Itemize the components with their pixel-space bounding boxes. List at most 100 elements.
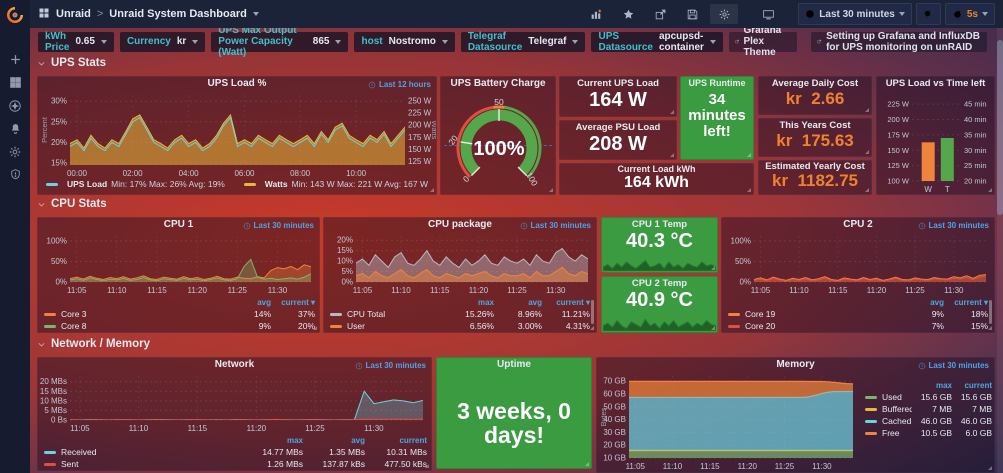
zoom-out-button[interactable]	[915, 3, 941, 25]
panel-time-override: Last 12 hours	[368, 80, 431, 89]
legend-series[interactable]: User 6.56% 3.00% 4.31%	[330, 320, 590, 332]
panel-cpu1-temp[interactable]: CPU 1 Temp 40.3 °C	[601, 217, 718, 273]
svg-text:11:15: 11:15	[828, 286, 848, 295]
legend-series[interactable]: Received 14.77 MBs 1.35 MBs 10.31 MBs	[44, 446, 427, 458]
legend-series[interactable]: Free 10.5 GB 6.0 GB	[865, 427, 992, 439]
row-header-cpu-stats[interactable]: CPU Stats	[37, 198, 107, 210]
save-button[interactable]	[678, 4, 706, 24]
cpu1-temp-sparkline	[602, 258, 717, 272]
panel-cpu2-temp[interactable]: CPU 2 Temp 40.9 °C	[601, 276, 718, 333]
panel-current-ups-load[interactable]: Current UPS Load 164 W	[559, 76, 677, 117]
legend-series[interactable]: Core 3 14% 37%	[44, 308, 315, 320]
memory-chart[interactable]: 10 GB 20 GB 30 GB 40 GB 50 GB 60 GB 70 GB 11:05…	[599, 371, 861, 471]
panel-uptime[interactable]: Uptime 3 weeks, 0 days!	[436, 357, 592, 469]
network-chart[interactable]: 0 Bs 5 MBs 10 MBs 15 MBs 20 MBs 11:05 11:10 11:…	[40, 371, 431, 433]
panel-ups-runtime[interactable]: UPS Runtime 34 minutes left!	[680, 76, 754, 160]
panel-ups-load-vs-time-left[interactable]: UPS Load vs Time left 100 W 125 W 150 W 175…	[876, 76, 995, 195]
cpu1-chart[interactable]: 0% 50% 100% 11:05 11:10 11:15 11:20 11:25 11:30	[40, 231, 319, 295]
legend-series[interactable]: Cached 46.0 GB 46.0 GB	[865, 415, 992, 427]
alerting-bell-icon[interactable]	[0, 117, 30, 140]
row-header-ups-stats[interactable]: UPS Stats	[37, 57, 106, 69]
page-scrollbar-thumb[interactable]	[997, 40, 1003, 215]
svg-text:175 W: 175 W	[887, 130, 910, 139]
explore-compass-icon[interactable]	[0, 94, 30, 117]
add-panel-button[interactable]	[582, 4, 610, 24]
variable-host[interactable]: host Nostromo	[354, 31, 455, 52]
svg-text:30 GB: 30 GB	[603, 428, 626, 437]
variable-currency[interactable]: Currency kr	[119, 31, 206, 52]
grafana-logo-icon[interactable]	[0, 0, 30, 30]
title-caret-icon[interactable]	[252, 12, 259, 16]
panel-this-years-cost[interactable]: This Years Cost kr 175.63	[758, 118, 872, 157]
page-scrollbar-track[interactable]	[997, 28, 1003, 473]
panel-average-daily-cost[interactable]: Average Daily Cost kr 2.66	[758, 76, 872, 115]
panel-cpu1[interactable]: CPU 1 Last 30 minutes 0% 50% 100% 11:05 11:1…	[37, 217, 320, 333]
link-ups-monitoring-guide[interactable]: Setting up Grafana and InfluxDB for UPS …	[811, 31, 987, 53]
panel-ups-battery-charge[interactable]: UPS Battery Charge 50 20 0 100 100%	[440, 76, 556, 195]
svg-text:5%: 5%	[341, 267, 353, 276]
legend-series[interactable]: Sent 1.26 MBs 137.87 kBs 477.50 kBs	[44, 458, 427, 470]
panel-network[interactable]: Network Last 30 minutes 0 Bs 5 MBs 10 MBs 1…	[37, 357, 432, 471]
cpu2-temp-sparkline	[602, 318, 717, 332]
submenu-bar: kWh Price 0.65 Currency kr UPS Max Output …	[30, 25, 1003, 58]
svg-text:02:00: 02:00	[123, 169, 144, 178]
time-range-picker[interactable]: Last 30 minutes	[798, 3, 912, 25]
svg-text:50%: 50%	[735, 257, 751, 266]
legend-series[interactable]: Buffered 7 MB 7 MB	[865, 403, 992, 415]
svg-text:225 W: 225 W	[887, 100, 910, 109]
tv-mode-button[interactable]	[754, 4, 782, 24]
server-admin-shield-icon[interactable]	[0, 163, 30, 186]
panel-average-psu-load[interactable]: Average PSU Load 208 W	[559, 120, 677, 160]
svg-text:Bytes: Bytes	[599, 407, 608, 426]
refresh-picker[interactable]: 5s	[944, 3, 995, 25]
dashboard-grid-icon[interactable]	[38, 7, 50, 22]
link-grafana-plex-theme[interactable]: Grafana Plex Theme	[728, 25, 798, 58]
svg-text:11:30: 11:30	[546, 286, 566, 295]
share-button[interactable]	[646, 4, 674, 24]
svg-text:10%: 10%	[337, 257, 353, 266]
ups-load-chart[interactable]: 15% 20% 25% 30% 125 W 150 W 175 W 200 W 225 W 250…	[40, 90, 439, 178]
legend-series[interactable]: Core 20 7% 15%	[728, 320, 988, 332]
panel-ups-load[interactable]: UPS Load % Last 12 hours 15% 20% 25% 30% 125…	[37, 76, 439, 195]
panel-time-override: Last 30 minutes	[520, 221, 591, 230]
time-range-label: Last 30 minutes	[819, 8, 895, 20]
dashboards-icon[interactable]	[0, 71, 30, 94]
top-navbar: Unraid > Unraid System Dashboard Last 30…	[30, 0, 1003, 28]
page-title[interactable]: Unraid System Dashboard	[109, 8, 247, 20]
breadcrumb-app[interactable]: Unraid	[56, 8, 91, 20]
configuration-gear-icon[interactable]	[0, 140, 30, 163]
legend-series[interactable]: CPU Total 15.26% 8.96% 11.21%	[330, 308, 590, 320]
legend-series[interactable]: Core 8 9% 20%	[44, 320, 315, 332]
svg-text:11:10: 11:10	[391, 286, 411, 295]
cpu2-chart[interactable]: 0% 50% 100% 11:05 11:10 11:15 11:20 11:25 11:30	[724, 231, 994, 295]
panel-current-load-kwh[interactable]: Current Load kWh 164 kWh	[559, 163, 754, 195]
svg-text:200 W: 200 W	[408, 121, 432, 130]
svg-text:15 MBs: 15 MBs	[40, 387, 67, 396]
ups-load-vs-time-bar-chart[interactable]: 100 W 125 W 150 W 175 W 200 W 225 W 20 min 25 m…	[879, 90, 994, 194]
cpu-package-chart[interactable]: 0% 5% 10% 15% 20% 11:05 11:10 11:15 11:20 11:25 11…	[326, 231, 596, 295]
legend-scrollbar[interactable]	[591, 300, 594, 324]
star-button[interactable]	[614, 4, 642, 24]
legend-scrollbar[interactable]	[989, 300, 992, 324]
legend-series[interactable]: Used 15.6 GB 15.6 GB	[865, 391, 992, 403]
variable-kwh-price[interactable]: kWh Price 0.65	[38, 31, 114, 53]
svg-text:60 GB: 60 GB	[603, 389, 626, 398]
variable-ups-datasource[interactable]: UPS Datasource apcupsd-container	[591, 31, 723, 53]
svg-text:11:05: 11:05	[70, 424, 90, 433]
panel-estimated-yearly-cost[interactable]: Estimated Yearly Cost kr 1182.75	[758, 160, 872, 195]
panel-cpu-package[interactable]: CPU package Last 30 minutes 0% 5% 10% 15% 20…	[323, 217, 597, 333]
svg-text:175 W: 175 W	[408, 133, 432, 142]
panel-cpu2[interactable]: CPU 2 Last 30 minutes 0% 50% 100% 11:05 11:1…	[721, 217, 995, 333]
variable-ups-max-output[interactable]: UPS Max Output Power Capacity (Watt) 865	[211, 25, 349, 58]
svg-text:11:30: 11:30	[944, 286, 964, 295]
svg-text:11:30: 11:30	[268, 286, 288, 295]
variable-telegraf-datasource[interactable]: Telegraf Datasource Telegraf	[460, 31, 586, 53]
svg-text:11:10: 11:10	[789, 286, 809, 295]
panel-memory[interactable]: Memory Last 30 minutes 10 GB 20 GB 30 GB 40…	[596, 357, 995, 473]
legend-series[interactable]: Core 19 9% 18%	[728, 308, 988, 320]
dashboard-settings-button[interactable]	[710, 4, 739, 24]
create-plus-icon[interactable]	[0, 48, 30, 71]
row-header-network-memory[interactable]: Network / Memory	[37, 338, 150, 350]
svg-text:40 min: 40 min	[964, 115, 987, 124]
